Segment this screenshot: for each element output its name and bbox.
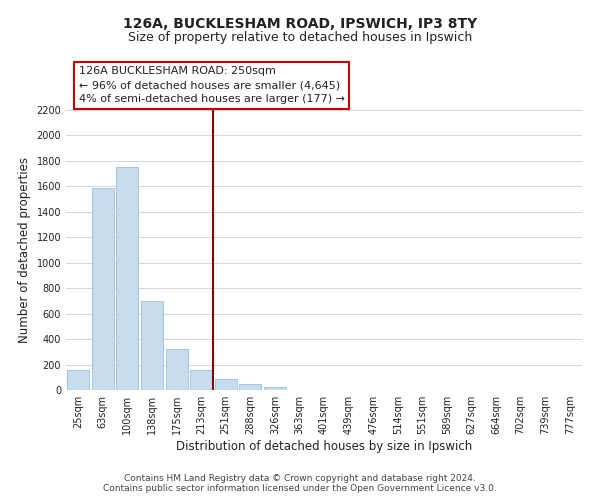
Bar [264, 387, 286, 390]
Text: Contains public sector information licensed under the Open Government Licence v3: Contains public sector information licen… [103, 484, 497, 493]
Bar [190, 370, 212, 390]
Text: Contains HM Land Registry data © Crown copyright and database right 2024.: Contains HM Land Registry data © Crown c… [124, 474, 476, 483]
Text: Size of property relative to detached houses in Ipswich: Size of property relative to detached ho… [128, 31, 472, 44]
Y-axis label: Number of detached properties: Number of detached properties [18, 157, 31, 343]
Bar [166, 350, 188, 390]
Bar [141, 301, 163, 390]
Text: 126A BUCKLESHAM ROAD: 250sqm
← 96% of detached houses are smaller (4,645)
4% of : 126A BUCKLESHAM ROAD: 250sqm ← 96% of de… [79, 66, 345, 104]
Text: 126A, BUCKLESHAM ROAD, IPSWICH, IP3 8TY: 126A, BUCKLESHAM ROAD, IPSWICH, IP3 8TY [123, 18, 477, 32]
Bar [67, 370, 89, 390]
Bar [239, 384, 262, 390]
Bar [116, 168, 139, 390]
X-axis label: Distribution of detached houses by size in Ipswich: Distribution of detached houses by size … [176, 440, 472, 453]
Bar [92, 188, 114, 390]
Bar [215, 379, 237, 390]
